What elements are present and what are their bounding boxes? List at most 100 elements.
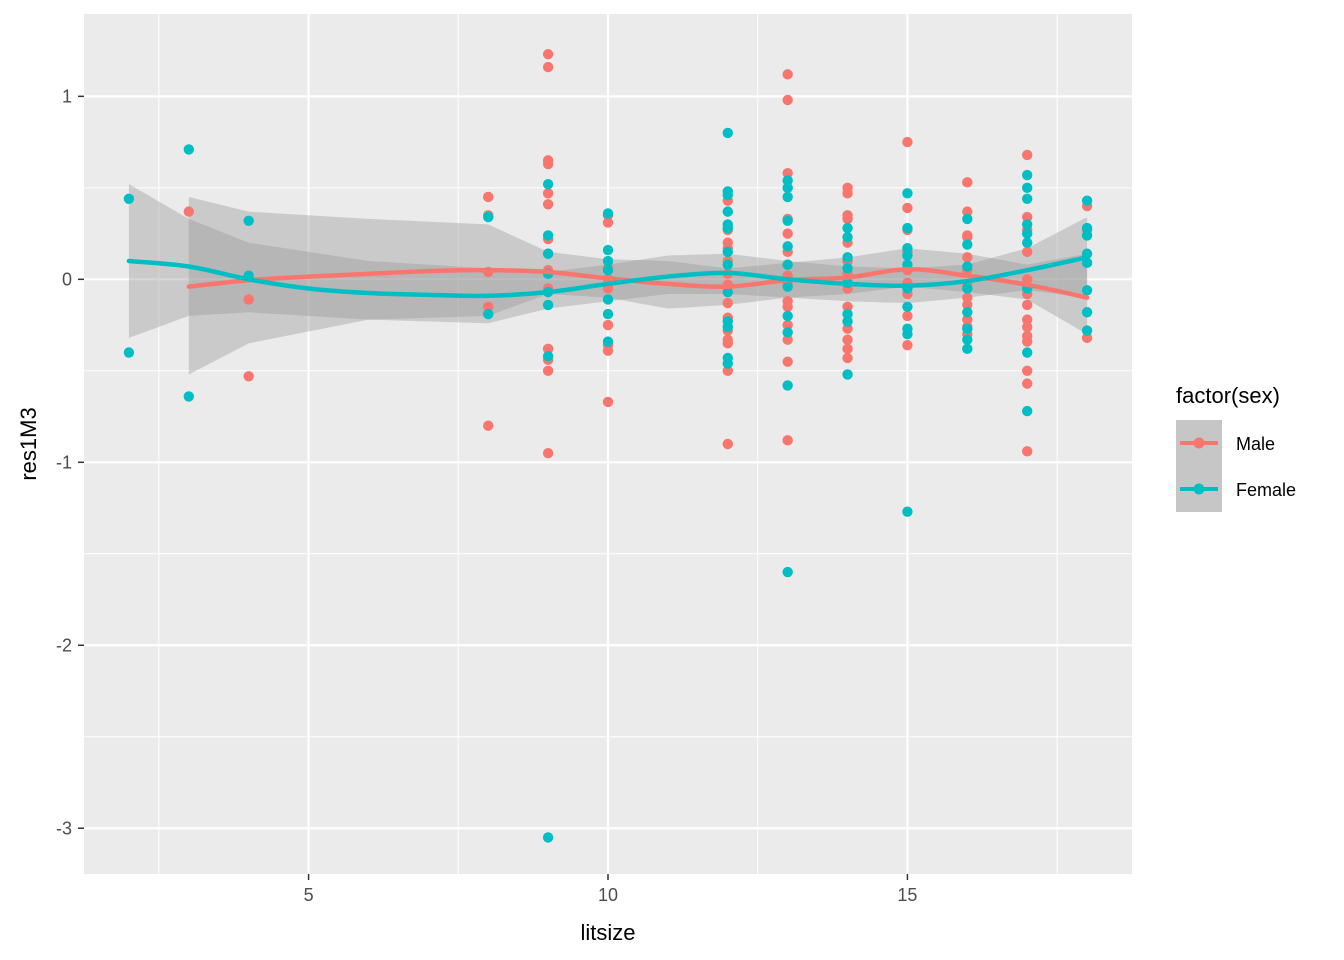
point-female <box>902 222 913 234</box>
point-female <box>782 175 793 186</box>
point-male <box>483 420 494 431</box>
point-male <box>902 202 913 214</box>
legend-item-male: Male <box>1176 420 1275 466</box>
point-male <box>542 343 554 355</box>
point-female <box>962 239 973 250</box>
point-female <box>962 323 973 334</box>
legend-item-female: Female <box>1176 466 1296 512</box>
point-female <box>782 310 793 322</box>
point-female <box>722 222 733 234</box>
point-female <box>902 506 913 517</box>
point-female <box>902 243 913 254</box>
point-female <box>962 261 973 272</box>
point-male <box>542 365 554 377</box>
point-male <box>602 396 614 408</box>
point-female <box>542 350 554 362</box>
point-female <box>602 264 614 276</box>
y-axis-title: res1M3 <box>16 407 41 480</box>
point-male <box>483 301 494 312</box>
point-female <box>722 358 733 369</box>
point-male <box>1021 211 1033 223</box>
point-female <box>962 283 973 294</box>
point-female <box>1081 195 1093 206</box>
point-male <box>602 345 614 356</box>
point-female <box>542 832 554 843</box>
point-female <box>1081 222 1093 234</box>
x-tick-label: 10 <box>598 885 618 905</box>
point-male <box>962 206 973 217</box>
point-male <box>602 217 614 228</box>
point-male <box>842 213 853 225</box>
point-female <box>722 259 733 270</box>
point-female <box>542 178 554 190</box>
point-male <box>842 188 853 199</box>
y-tick-label: -1 <box>56 452 72 472</box>
point-female <box>1021 405 1033 417</box>
point-male <box>243 294 254 305</box>
legend-title: factor(sex) <box>1176 383 1280 408</box>
point-female <box>1081 230 1093 241</box>
point-female <box>722 206 733 217</box>
point-female <box>842 369 853 380</box>
point-male <box>1021 149 1033 161</box>
point-female <box>722 286 733 298</box>
point-male <box>782 435 793 446</box>
legend-dot-female <box>1193 483 1205 495</box>
point-female <box>902 188 913 199</box>
point-male <box>782 228 793 239</box>
point-female <box>243 215 254 226</box>
point-female <box>602 308 614 320</box>
point-male <box>243 371 254 382</box>
point-female <box>842 232 853 243</box>
point-female <box>902 329 913 340</box>
point-male <box>1021 274 1033 285</box>
point-female <box>782 259 793 270</box>
point-male <box>1021 321 1033 333</box>
point-male <box>602 319 614 331</box>
point-male <box>183 206 194 217</box>
point-male <box>722 365 733 377</box>
point-female <box>183 144 194 155</box>
x-tick-label: 15 <box>897 885 917 905</box>
point-male <box>902 310 913 322</box>
point-female <box>842 308 853 320</box>
point-female <box>782 380 793 391</box>
point-male <box>902 136 913 148</box>
point-female <box>782 281 793 292</box>
point-female <box>1021 228 1033 239</box>
point-female <box>782 327 793 338</box>
point-male <box>542 49 554 60</box>
point-female <box>962 307 973 318</box>
point-male <box>1021 446 1033 457</box>
point-female <box>1021 193 1033 205</box>
point-male <box>542 158 554 170</box>
point-female <box>123 347 135 358</box>
point-female <box>602 255 614 267</box>
point-female <box>782 191 793 203</box>
point-male <box>1021 378 1033 389</box>
ribbon-female <box>128 184 1088 338</box>
y-tick-label: 1 <box>62 86 72 106</box>
point-male <box>782 69 793 80</box>
point-female <box>1081 285 1093 296</box>
point-female <box>1081 325 1093 336</box>
point-male <box>1081 332 1093 344</box>
point-male <box>782 301 793 312</box>
point-female <box>962 334 973 345</box>
legend: factor(sex) Male Female <box>1176 383 1296 512</box>
point-female <box>842 252 853 263</box>
confidence-ribbons <box>128 184 1088 375</box>
point-male <box>542 447 554 459</box>
legend-label-male: Male <box>1236 434 1275 454</box>
point-male <box>722 297 733 309</box>
point-male <box>842 334 853 345</box>
data-points <box>123 49 1093 843</box>
point-female <box>542 299 554 311</box>
point-male <box>842 323 853 334</box>
smooth-line-female <box>126 255 1090 299</box>
point-female <box>842 222 853 234</box>
y-tick-label: -3 <box>56 818 72 838</box>
point-female <box>782 182 793 194</box>
point-female <box>902 301 913 312</box>
point-male <box>962 252 973 263</box>
